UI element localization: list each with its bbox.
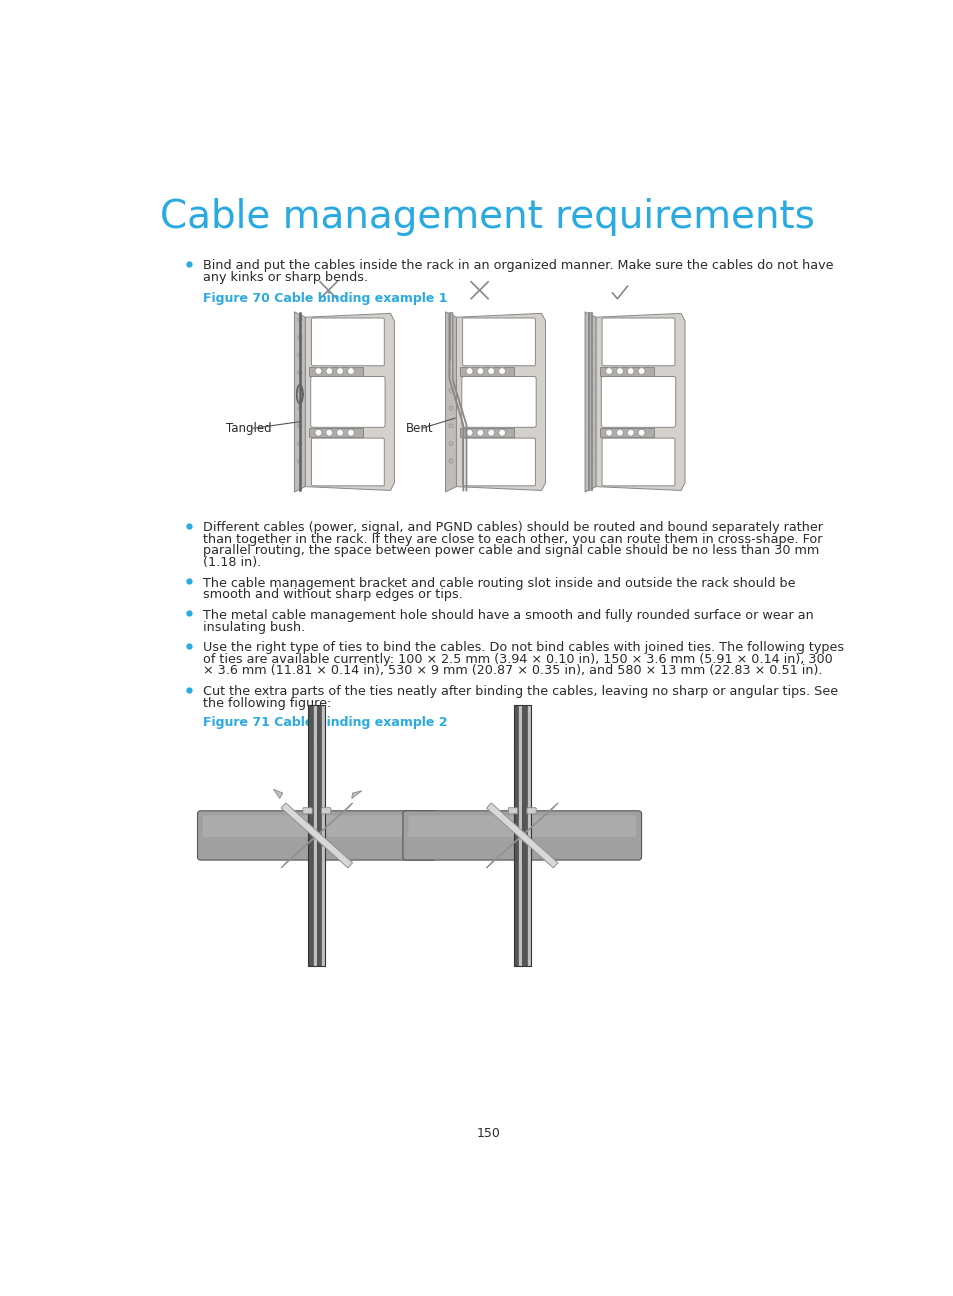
Polygon shape xyxy=(274,789,282,798)
Bar xyxy=(313,705,316,967)
Circle shape xyxy=(605,368,612,375)
FancyBboxPatch shape xyxy=(462,438,535,486)
FancyBboxPatch shape xyxy=(526,807,536,814)
Circle shape xyxy=(627,429,634,437)
Bar xyxy=(526,705,530,967)
Circle shape xyxy=(487,368,495,375)
Circle shape xyxy=(466,368,473,375)
FancyBboxPatch shape xyxy=(461,377,536,428)
Text: than together in the rack. If they are close to each other, you can route them i: than together in the rack. If they are c… xyxy=(203,533,821,546)
Bar xyxy=(309,367,363,376)
FancyBboxPatch shape xyxy=(203,815,431,837)
Text: Cut the extra parts of the ties neatly after binding the cables, leaving no shar: Cut the extra parts of the ties neatly a… xyxy=(203,686,837,699)
Circle shape xyxy=(498,429,505,437)
Bar xyxy=(599,367,654,376)
Circle shape xyxy=(347,368,355,375)
Text: Figure 71 Cable binding example 2: Figure 71 Cable binding example 2 xyxy=(203,717,447,730)
Bar xyxy=(521,705,526,967)
FancyBboxPatch shape xyxy=(311,318,384,365)
Polygon shape xyxy=(596,314,684,490)
Polygon shape xyxy=(281,804,353,868)
Circle shape xyxy=(476,429,483,437)
Circle shape xyxy=(325,429,333,437)
FancyBboxPatch shape xyxy=(321,807,331,814)
FancyBboxPatch shape xyxy=(197,811,436,861)
Text: smooth and without sharp edges or tips.: smooth and without sharp edges or tips. xyxy=(203,588,462,601)
Bar xyxy=(321,705,325,967)
Bar xyxy=(309,428,363,437)
Text: Figure 70 Cable binding example 1: Figure 70 Cable binding example 1 xyxy=(203,292,447,305)
Bar xyxy=(459,367,514,376)
Polygon shape xyxy=(486,804,558,868)
Circle shape xyxy=(627,368,634,375)
Circle shape xyxy=(314,368,321,375)
Polygon shape xyxy=(352,791,361,798)
Text: The metal cable management hole should have a smooth and fully rounded surface o: The metal cable management hole should h… xyxy=(203,609,813,622)
Bar xyxy=(599,428,654,437)
Polygon shape xyxy=(305,314,394,490)
Text: insulating bush.: insulating bush. xyxy=(203,621,305,634)
Text: (1.18 in).: (1.18 in). xyxy=(203,556,261,569)
Text: × 3.6 mm (11.81 × 0.14 in), 530 × 9 mm (20.87 × 0.35 in), and 580 × 13 mm (22.83: × 3.6 mm (11.81 × 0.14 in), 530 × 9 mm (… xyxy=(203,665,821,678)
Text: Different cables (power, signal, and PGND cables) should be routed and bound sep: Different cables (power, signal, and PGN… xyxy=(203,521,822,534)
Circle shape xyxy=(347,429,355,437)
Circle shape xyxy=(605,429,612,437)
Circle shape xyxy=(314,429,321,437)
FancyBboxPatch shape xyxy=(303,807,312,814)
Circle shape xyxy=(487,429,495,437)
FancyBboxPatch shape xyxy=(311,438,384,486)
Circle shape xyxy=(638,368,644,375)
Polygon shape xyxy=(294,312,305,492)
Polygon shape xyxy=(456,314,545,490)
Text: parallel routing, the space between power cable and signal cable should be no le: parallel routing, the space between powe… xyxy=(203,544,819,557)
Circle shape xyxy=(336,429,343,437)
FancyBboxPatch shape xyxy=(508,807,517,814)
Text: Tangled: Tangled xyxy=(226,422,272,435)
Text: Cable management requirements: Cable management requirements xyxy=(159,198,814,236)
Text: 150: 150 xyxy=(476,1128,500,1140)
Circle shape xyxy=(476,368,483,375)
FancyBboxPatch shape xyxy=(408,815,636,837)
Circle shape xyxy=(638,429,644,437)
FancyBboxPatch shape xyxy=(601,318,674,365)
Polygon shape xyxy=(281,804,353,868)
Text: the following figure:: the following figure: xyxy=(203,697,331,710)
Text: Use the right type of ties to bind the cables. Do not bind cables with joined ti: Use the right type of ties to bind the c… xyxy=(203,642,843,654)
Circle shape xyxy=(616,368,622,375)
Polygon shape xyxy=(486,804,558,868)
Bar xyxy=(513,705,530,967)
FancyBboxPatch shape xyxy=(601,438,674,486)
Circle shape xyxy=(498,368,505,375)
Bar xyxy=(308,705,313,967)
Polygon shape xyxy=(445,312,456,492)
Circle shape xyxy=(466,429,473,437)
Bar xyxy=(308,705,325,967)
Circle shape xyxy=(325,368,333,375)
Bar xyxy=(517,705,521,967)
Text: any kinks or sharp bends.: any kinks or sharp bends. xyxy=(203,271,368,284)
FancyBboxPatch shape xyxy=(402,811,641,861)
Text: The cable management bracket and cable routing slot inside and outside the rack : The cable management bracket and cable r… xyxy=(203,577,795,590)
Text: Bent: Bent xyxy=(406,422,434,435)
Bar xyxy=(316,705,321,967)
Text: Bind and put the cables inside the rack in an organized manner. Make sure the ca: Bind and put the cables inside the rack … xyxy=(203,259,833,272)
Polygon shape xyxy=(584,312,596,492)
Circle shape xyxy=(336,368,343,375)
Circle shape xyxy=(616,429,622,437)
FancyBboxPatch shape xyxy=(600,377,675,428)
Bar xyxy=(459,428,514,437)
FancyBboxPatch shape xyxy=(462,318,535,365)
FancyBboxPatch shape xyxy=(311,377,385,428)
Bar xyxy=(513,705,517,967)
Text: of ties are available currently: 100 × 2.5 mm (3.94 × 0.10 in), 150 × 3.6 mm (5.: of ties are available currently: 100 × 2… xyxy=(203,653,832,666)
